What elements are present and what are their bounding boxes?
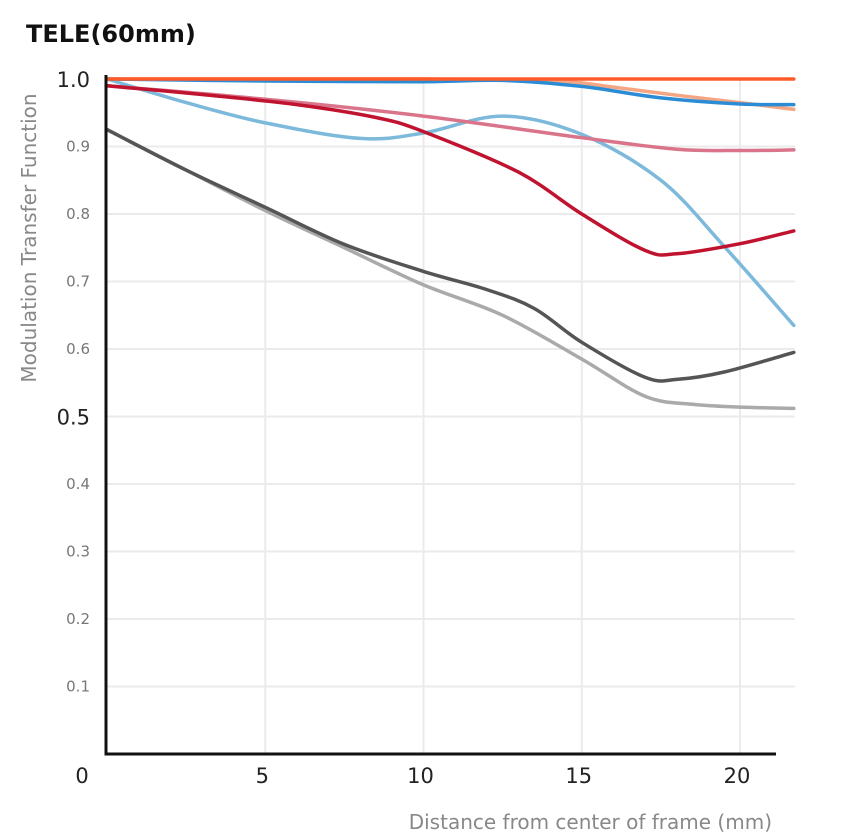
y-tick-label: 1.0 bbox=[57, 68, 90, 92]
x-tick-label: 20 bbox=[724, 764, 751, 788]
y-tick-label: 0.4 bbox=[66, 475, 90, 493]
y-tick-label: 0.9 bbox=[66, 138, 90, 156]
y-tick-label: 0.6 bbox=[66, 340, 90, 358]
y-tick-label: 0.3 bbox=[66, 543, 90, 561]
series-line-light-gray bbox=[105, 127, 796, 411]
y-tick-label: 0.8 bbox=[66, 205, 90, 223]
x-tick-label: 5 bbox=[256, 764, 269, 788]
y-tick-label: 0.1 bbox=[66, 678, 90, 696]
series-line-dark-red bbox=[105, 84, 796, 257]
y-tick-label: 0.7 bbox=[66, 273, 90, 291]
y-tick-labels: 1.0 0.9 0.8 0.7 0.6 0.5 0.4 0.3 0.2 0.1 bbox=[57, 68, 90, 696]
series-line-dark-gray bbox=[105, 127, 796, 383]
y-axis-label: Modulation Transfer Function bbox=[17, 93, 41, 382]
axes bbox=[104, 75, 776, 756]
series-line-light-blue bbox=[105, 77, 796, 328]
x-tick-label: 15 bbox=[565, 764, 592, 788]
y-tick-label: 0.2 bbox=[66, 610, 90, 628]
chart-title: TELE(60mm) bbox=[26, 20, 196, 48]
series-group bbox=[105, 77, 796, 411]
x-tick-label: 10 bbox=[407, 764, 434, 788]
grid-lines bbox=[107, 78, 795, 754]
x-tick-label: 0 bbox=[75, 764, 88, 788]
x-axis-label: Distance from center of frame (mm) bbox=[409, 810, 772, 834]
series-line-blue bbox=[105, 77, 796, 107]
x-tick-labels: 0 5 10 15 20 bbox=[75, 764, 750, 788]
y-tick-label: 0.5 bbox=[57, 406, 90, 430]
